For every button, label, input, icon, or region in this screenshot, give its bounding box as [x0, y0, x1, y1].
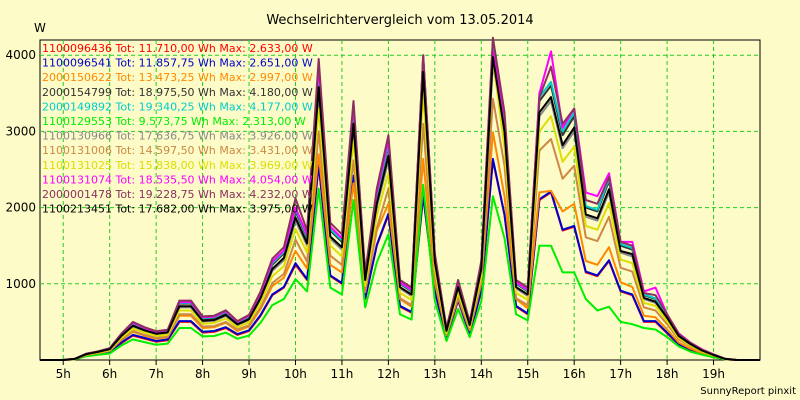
x-tick-label: 12h	[377, 367, 400, 381]
x-tick-label: 7h	[149, 367, 164, 381]
x-tick-label: 19h	[702, 367, 725, 381]
footer-credit: SunnyReport pinxit	[700, 386, 796, 397]
legend-entry: 1100131025 Tot: 15.838,00 Wh Max: 3.969,…	[42, 159, 313, 172]
x-tick-label: 5h	[56, 367, 71, 381]
x-tick-label: 9h	[241, 367, 256, 381]
legend: 1100096436 Tot: 11.710,00 Wh Max: 2.633,…	[42, 42, 313, 216]
legend-entry: 1100130966 Tot: 17.636,75 Wh Max: 3.926,…	[42, 130, 313, 143]
x-tick-label: 10h	[284, 367, 307, 381]
series-line-8	[40, 97, 760, 361]
series-line-2	[40, 157, 760, 361]
y-tick-label: 1000	[5, 277, 36, 291]
x-tick-label: 17h	[609, 367, 632, 381]
chart-title: Wechselrichtervergleich vom 13.05.2014	[266, 13, 533, 28]
legend-entry: 1100213451 Tot: 17.682,00 Wh Max: 3.975,…	[42, 203, 313, 216]
legend-entry: 1100129553 Tot: 9.573,75 Wh Max: 2.313,0…	[42, 115, 306, 128]
x-tick-label: 18h	[656, 367, 679, 381]
series-line-12	[40, 56, 760, 361]
x-tick-label: 16h	[563, 367, 586, 381]
legend-entry: 1100096541 Tot: 11.857,75 Wh Max: 2.651,…	[42, 57, 313, 70]
legend-entry: 1100096436 Tot: 11.710,00 Wh Max: 2.633,…	[42, 42, 313, 55]
y-axis-label: W	[34, 21, 46, 35]
y-tick-label: 4000	[5, 48, 36, 62]
y-tick-label: 3000	[5, 124, 36, 138]
x-tick-label: 15h	[516, 367, 539, 381]
y-tick-label: 2000	[5, 201, 36, 215]
series-line-6	[40, 183, 760, 361]
legend-entry: 1100131006 Tot: 14.597,50 Wh Max: 3.431,…	[42, 144, 313, 157]
plot-frame	[39, 39, 761, 361]
x-tick-label: 14h	[470, 367, 493, 381]
legend-entry: 2000149892 Tot: 19.340,25 Wh Max: 4.177,…	[42, 100, 313, 113]
x-tick-label: 13h	[423, 367, 446, 381]
legend-entry: 1100131074 Tot: 18.535,50 Wh Max: 4.054,…	[42, 173, 313, 186]
x-tick-label: 8h	[195, 367, 210, 381]
ticks-layer: 5h 6h 7h 8h 9h 10h 11h 12h 13h 14h 15h 16h 17h 18h 19h…	[5, 48, 725, 381]
series-line-9	[40, 57, 760, 361]
grid-layer	[40, 40, 760, 360]
legend-entry: 2000154799 Tot: 18.975,50 Wh Max: 4.180,…	[42, 86, 313, 99]
legend-entry: 2000001478 Tot: 19.228,75 Wh Max: 4.232,…	[42, 188, 313, 201]
x-tick-label: 11h	[330, 367, 353, 381]
x-tick-label: 6h	[102, 367, 117, 381]
series-layer	[40, 36, 760, 361]
legend-entry: 2000150622 Tot: 13.473,25 Wh Max: 2.997,…	[42, 71, 313, 84]
